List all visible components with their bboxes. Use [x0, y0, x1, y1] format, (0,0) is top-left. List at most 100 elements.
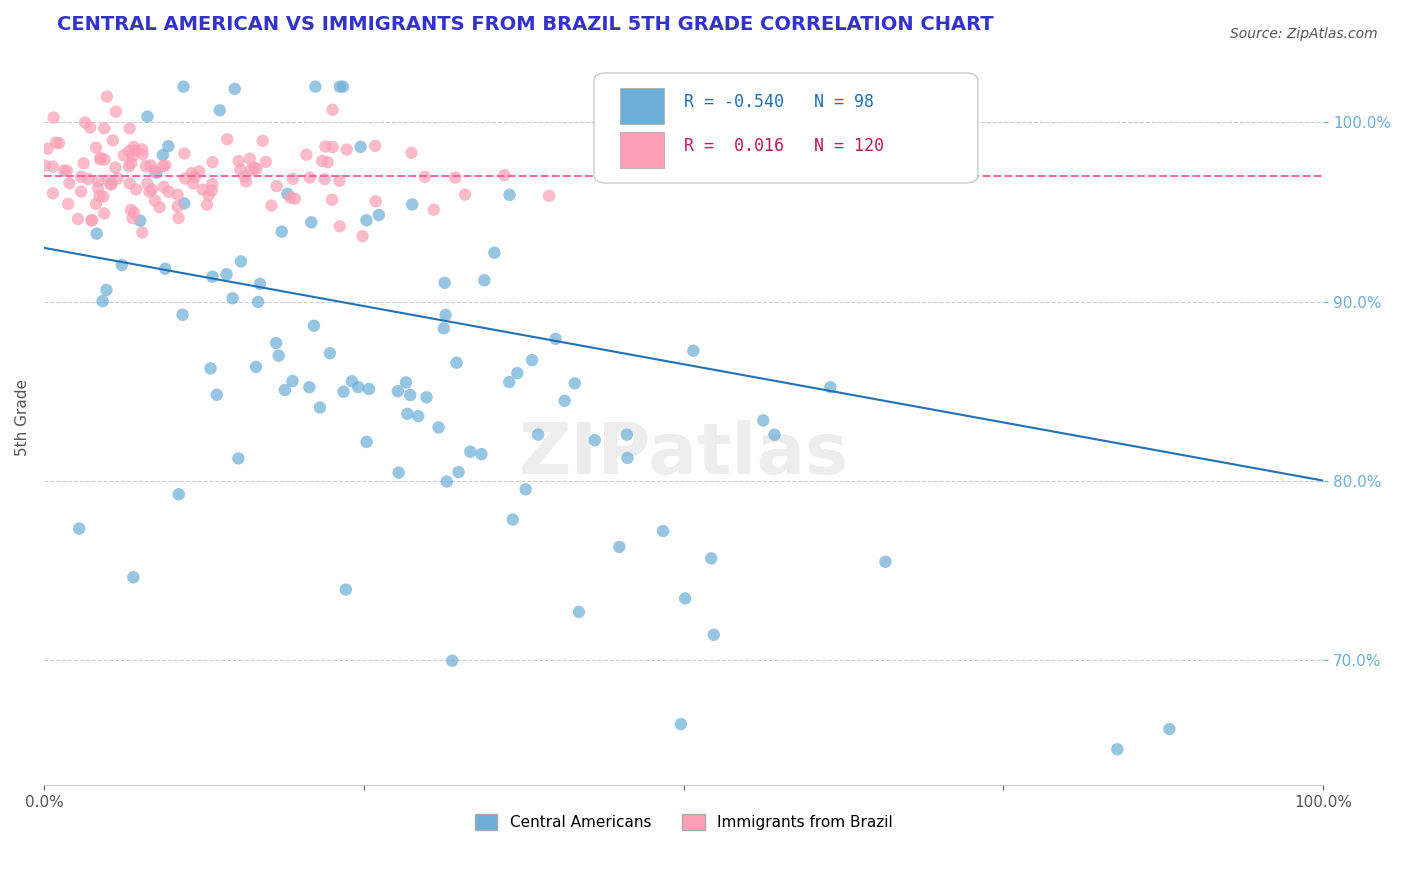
Point [112, 148, 135, 162]
Point [703, 628, 725, 642]
Point [167, 211, 190, 225]
Text: CENTRAL AMERICAN VS IMMIGRANTS FROM BRAZIL 5TH GRADE CORRELATION CHART: CENTRAL AMERICAN VS IMMIGRANTS FROM BRAZ… [56, 15, 993, 34]
Point [90, 151, 112, 165]
Point [502, 512, 524, 526]
Point [93, 121, 115, 136]
Point [673, 591, 696, 606]
Point [356, 213, 378, 227]
Point [104, 104, 127, 119]
Point [101, 133, 124, 147]
Point [87, 181, 110, 195]
Point [173, 196, 195, 211]
Point [201, 183, 224, 197]
Point [124, 144, 146, 158]
Point [264, 336, 287, 351]
Point [152, 180, 174, 194]
Point [1107, 742, 1129, 756]
Point [58, 176, 80, 190]
Point [96, 89, 118, 103]
Point [319, 346, 342, 360]
Point [84, 197, 107, 211]
Point [37, 142, 59, 156]
Point [652, 524, 675, 538]
Point [298, 380, 321, 394]
Point [70, 169, 93, 184]
Point [434, 308, 457, 322]
Point [91, 189, 114, 203]
Point [129, 213, 152, 227]
Text: Source: ZipAtlas.com: Source: ZipAtlas.com [1230, 27, 1378, 41]
Point [67, 522, 90, 536]
Point [682, 343, 704, 358]
Point [506, 366, 529, 380]
Point [79, 120, 101, 135]
Point [173, 146, 195, 161]
Point [364, 194, 387, 209]
Point [470, 447, 492, 461]
Point [181, 177, 204, 191]
Point [270, 225, 292, 239]
Point [875, 555, 897, 569]
Point [80, 213, 103, 227]
Point [96, 283, 118, 297]
Point [131, 147, 153, 161]
Point [335, 582, 357, 597]
Point [75, 115, 97, 129]
Point [201, 155, 224, 169]
Point [122, 570, 145, 584]
Point [145, 166, 167, 180]
Point [295, 147, 318, 161]
Point [538, 189, 561, 203]
Point [121, 149, 143, 163]
Point [195, 198, 218, 212]
Point [125, 182, 148, 196]
Point [136, 110, 159, 124]
Point [332, 79, 354, 94]
Point [356, 434, 378, 449]
Point [494, 168, 516, 182]
Point [197, 188, 219, 202]
Point [564, 376, 586, 391]
Point [396, 407, 419, 421]
Point [406, 409, 429, 423]
Point [447, 465, 470, 479]
Point [166, 199, 188, 213]
Point [367, 208, 389, 222]
Point [245, 359, 267, 374]
Point [104, 161, 127, 175]
Point [433, 321, 456, 335]
Point [184, 169, 207, 184]
Point [173, 79, 195, 94]
Point [554, 393, 576, 408]
Point [498, 187, 520, 202]
Point [304, 79, 326, 94]
Point [136, 177, 159, 191]
Text: R =  0.016   N = 120: R = 0.016 N = 120 [683, 137, 883, 155]
Point [441, 654, 464, 668]
Point [352, 229, 374, 244]
Point [284, 192, 307, 206]
Point [329, 219, 352, 234]
Point [172, 308, 194, 322]
Point [42, 111, 65, 125]
Point [118, 159, 141, 173]
Point [444, 170, 467, 185]
Point [122, 205, 145, 219]
Point [118, 121, 141, 136]
Point [388, 466, 411, 480]
Point [121, 211, 143, 226]
Point [349, 140, 371, 154]
Point [45, 136, 67, 150]
Point [260, 198, 283, 212]
Point [700, 551, 723, 566]
Point [401, 197, 423, 211]
Point [395, 376, 418, 390]
Text: ZIPatlas: ZIPatlas [519, 420, 849, 489]
Point [322, 140, 344, 154]
Point [180, 166, 202, 180]
Point [247, 294, 270, 309]
FancyBboxPatch shape [620, 132, 665, 169]
Point [669, 717, 692, 731]
Point [239, 152, 262, 166]
Point [93, 153, 115, 167]
